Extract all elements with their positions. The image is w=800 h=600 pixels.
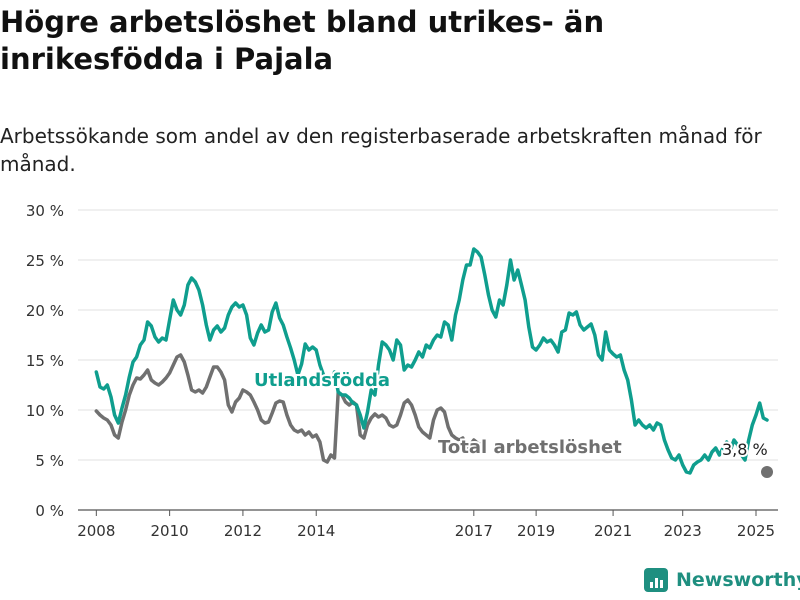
series-label-total: Total arbetslöshet [438, 437, 622, 458]
x-tick-label: 2012 [224, 522, 262, 540]
x-tick-label: 2025 [737, 522, 775, 540]
brand-name: Newsworthy [676, 569, 800, 591]
y-tick-label: 0 % [35, 502, 64, 520]
x-tick-label: 2017 [455, 522, 493, 540]
x-tick-label: 2010 [151, 522, 189, 540]
y-tick-label: 30 % [26, 202, 64, 220]
y-tick-label: 10 % [26, 402, 64, 420]
last-value-point [761, 466, 774, 478]
y-tick-label: 5 % [35, 452, 64, 470]
chart-subtitle: Arbetssökande som andel av den registerb… [0, 124, 762, 176]
x-tick-label: 2014 [297, 522, 335, 540]
x-tick-label: 2019 [517, 522, 555, 540]
y-tick-label: 15 % [26, 352, 64, 370]
series-line-total [94, 353, 483, 464]
x-axis-ticks: 2008 2010 2012 2014 2017 2019 2021 2023 2025 [77, 510, 775, 540]
x-tick-label: 2023 [664, 522, 702, 540]
chart-title: Högre arbetslöshet bland utrikes- än inr… [0, 5, 605, 76]
series-label-utlandsfodda: Utlandsfödda [254, 370, 390, 391]
series-lines [94, 247, 774, 478]
x-tick-label: 2021 [594, 522, 632, 540]
y-tick-label: 20 % [26, 302, 64, 320]
y-tick-label: 25 % [26, 252, 64, 270]
newsworthy-brand: Newsworthy [644, 568, 800, 592]
y-axis-ticks: 0 % 5 % 10 % 15 % 20 % 25 % 30 % [26, 202, 64, 520]
last-value-label: 3,8 % [722, 440, 768, 459]
newsworthy-logo-icon [644, 568, 668, 592]
x-tick-label: 2008 [77, 522, 115, 540]
annotations: Utlandsfödda Total arbetslöshet 3,8 % [252, 368, 770, 461]
gridlines [78, 209, 778, 511]
series-line-utlandsfodda [94, 247, 769, 475]
